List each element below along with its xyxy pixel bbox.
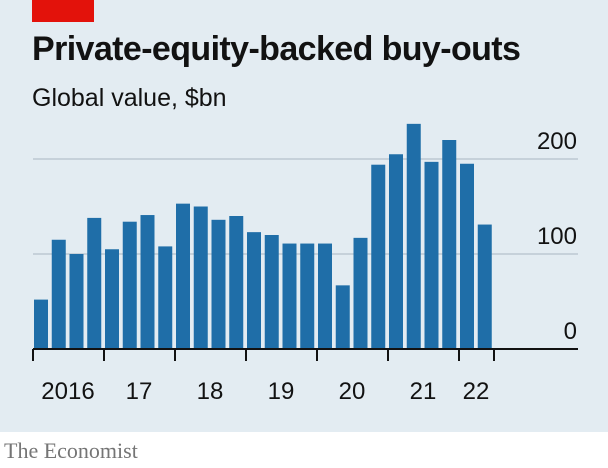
bar-chart: 200 100 0 2016 17 18 19 20 21 22 — [32, 123, 578, 405]
bar — [442, 140, 457, 349]
bar — [318, 243, 332, 349]
source-label: The Economist — [4, 438, 138, 463]
chart-panel — [0, 0, 608, 432]
bar — [87, 217, 102, 349]
x-tick-label-20: 20 — [339, 378, 366, 405]
bar — [282, 243, 297, 349]
x-tick-label-2016: 2016 — [41, 378, 94, 405]
bar — [140, 215, 155, 349]
bar — [176, 203, 190, 349]
bar — [51, 239, 66, 349]
bar — [34, 299, 48, 349]
bar — [229, 216, 244, 349]
bar — [424, 161, 439, 349]
x-tick-label-21: 21 — [410, 378, 437, 405]
y-tick-label-100: 100 — [537, 223, 577, 250]
x-axis-ticks — [32, 349, 495, 361]
bar — [69, 254, 84, 349]
bar — [158, 246, 173, 349]
bar — [406, 123, 421, 349]
bar — [247, 232, 261, 349]
bar — [335, 285, 350, 349]
bar — [353, 237, 368, 349]
x-tick-label-17: 17 — [126, 378, 153, 405]
y-tick-label-200: 200 — [537, 128, 577, 155]
chart-title: Private-equity-backed buy-outs — [32, 30, 521, 68]
x-tick-label-18: 18 — [197, 378, 224, 405]
x-tick-label-19: 19 — [268, 378, 295, 405]
bar — [371, 164, 386, 349]
bar — [300, 243, 315, 349]
x-tick-label-22: 22 — [463, 378, 490, 405]
bar — [460, 163, 474, 349]
bar — [389, 154, 403, 349]
bar — [477, 224, 492, 349]
grid-lines — [33, 158, 578, 255]
y-axis-labels: 200 100 0 — [537, 128, 577, 345]
brand-red-bar — [32, 0, 94, 22]
chart-subtitle: Global value, $bn — [32, 84, 227, 112]
bar — [211, 219, 226, 349]
bar — [122, 221, 137, 349]
bar — [105, 249, 119, 349]
x-axis-labels: 2016 17 18 19 20 21 22 — [41, 378, 489, 405]
bars — [34, 123, 492, 349]
bar — [264, 235, 279, 349]
y-tick-label-0: 0 — [564, 318, 577, 345]
bar — [193, 206, 208, 349]
